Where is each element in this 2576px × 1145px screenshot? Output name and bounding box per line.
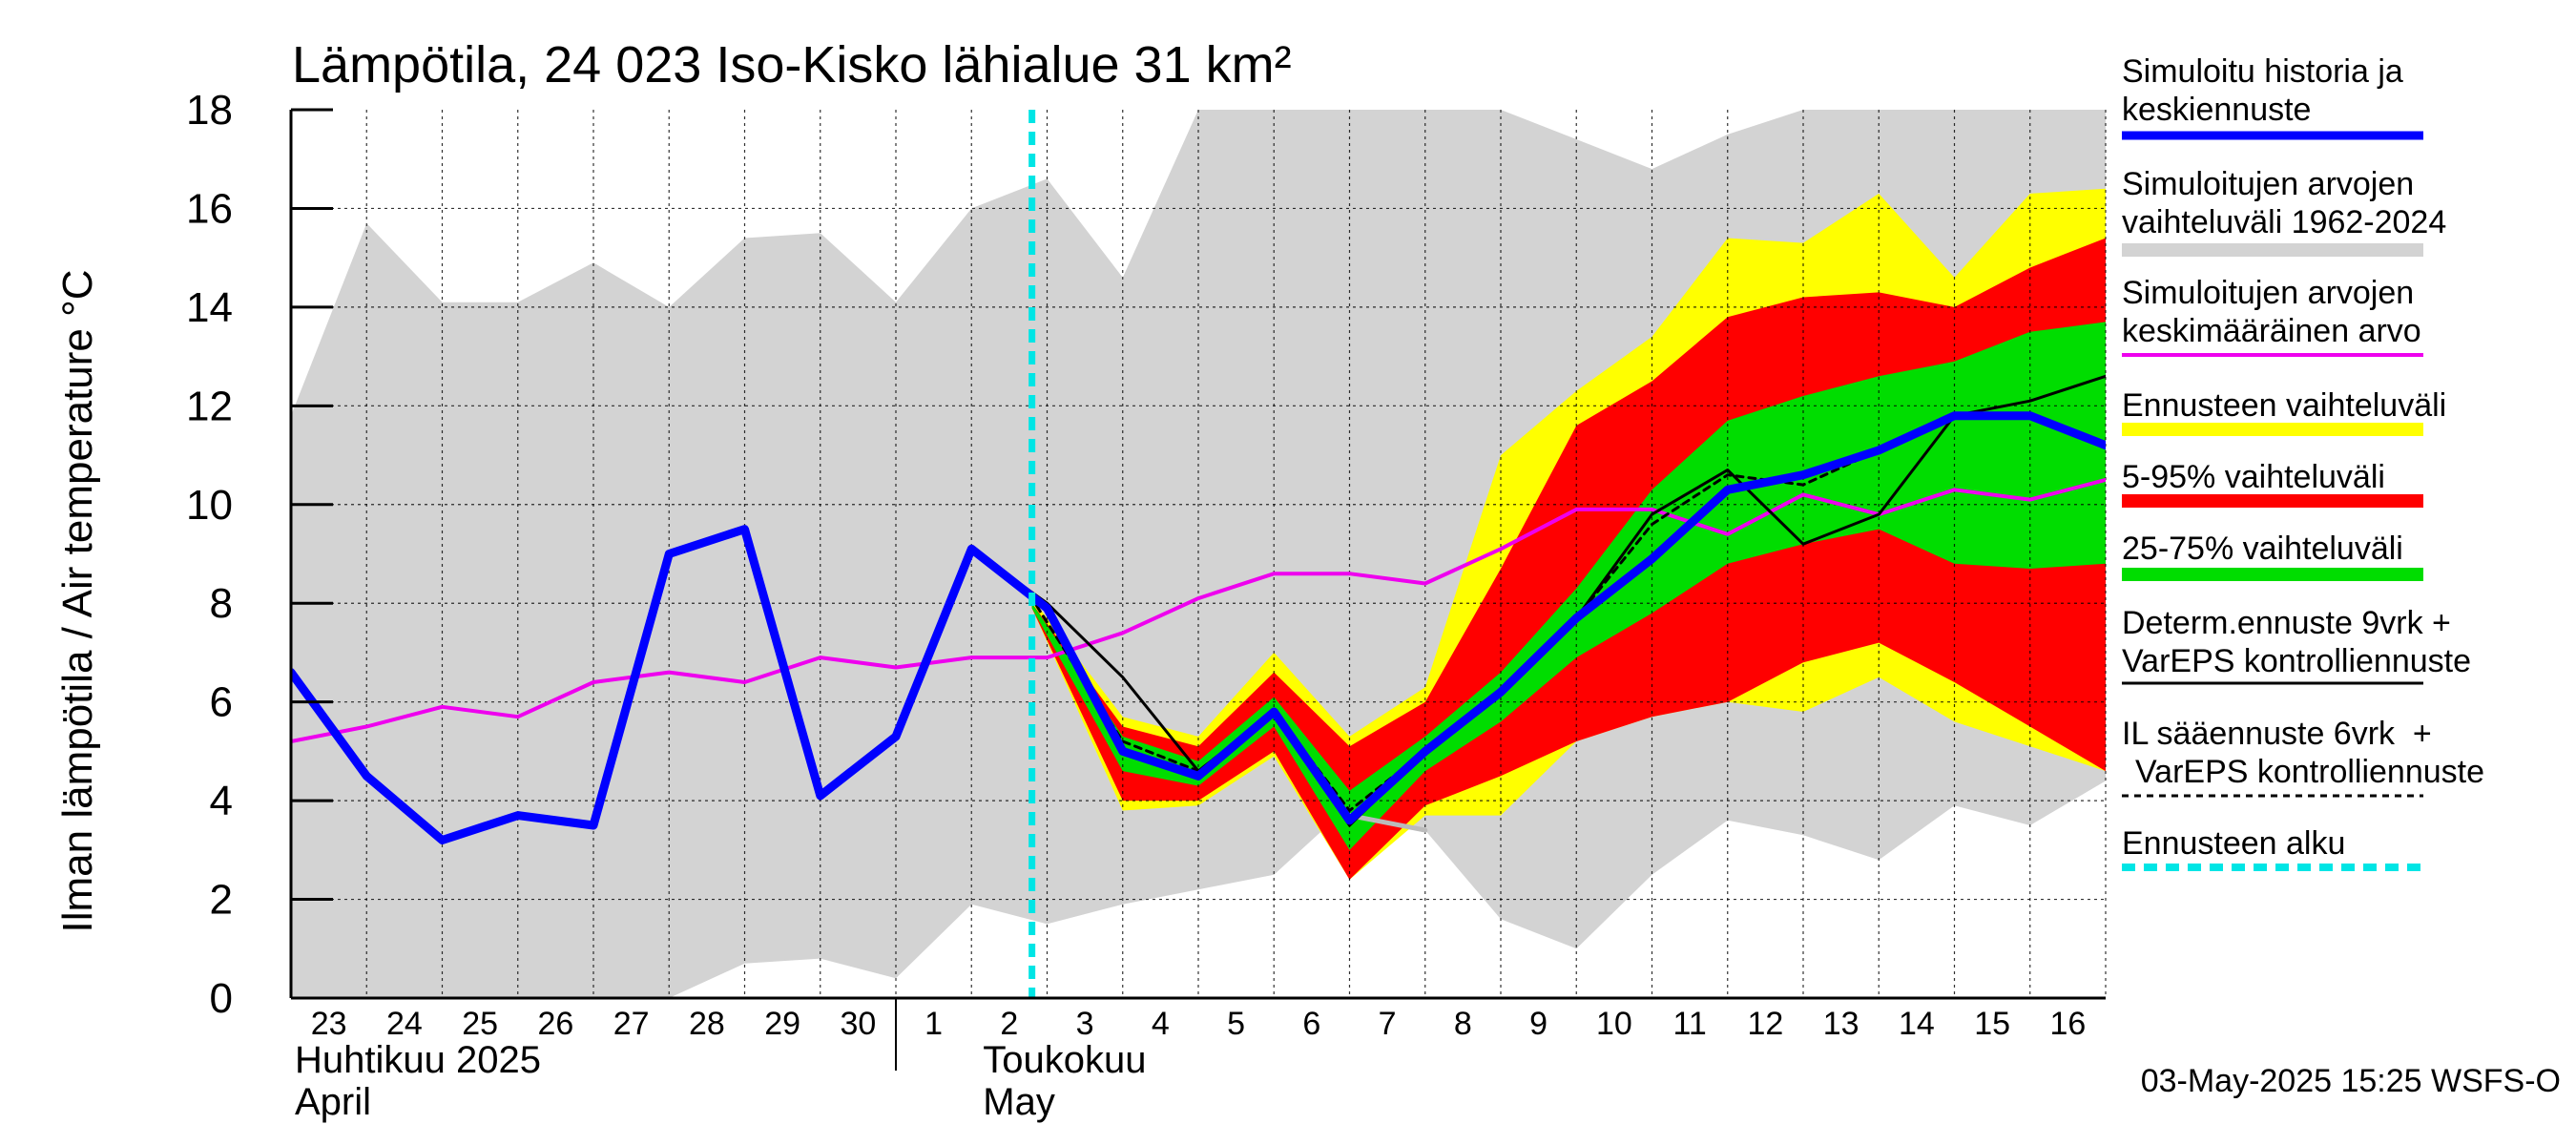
x-tick-label: 8	[1454, 1006, 1472, 1042]
legend-label: Simuloitujen arvojen vaihteluväli 1962-20…	[2122, 166, 2446, 240]
legend-label: Determ.ennuste 9vrk + VarEPS kontrollienn…	[2122, 605, 2471, 679]
y-tick-label: 4	[210, 778, 233, 824]
legend-label-line: Simuloitujen arvojen	[2122, 166, 2414, 202]
y-tick-label: 8	[210, 580, 233, 627]
y-tick-label: 10	[186, 482, 233, 529]
x-tick-label: 25	[462, 1006, 498, 1042]
x-tick-label: 29	[764, 1006, 800, 1042]
month-label-fi: Toukokuu	[983, 1039, 1146, 1081]
legend: Simuloitu historia ja keskiennusteSimuloi…	[2122, 53, 2484, 871]
series-sim_history	[291, 411, 2106, 844]
x-tick-label: 7	[1379, 1006, 1397, 1042]
series-mean	[291, 477, 2106, 743]
y-axis-label: Ilman lämpötila / Air temperature °C	[54, 270, 101, 933]
x-tick-label: 11	[1672, 1006, 1706, 1042]
month-label-fi: Huhtikuu 2025	[295, 1039, 541, 1081]
x-tick-label: 24	[386, 1006, 423, 1042]
legend-label-line: Simuloitujen arvojen	[2122, 275, 2414, 311]
x-tick-label: 6	[1302, 1006, 1320, 1042]
legend-label: Ennusteen vaihteluväli	[2122, 387, 2446, 424]
x-tick-label: 4	[1152, 1006, 1170, 1042]
y-tick-label: 12	[186, 383, 233, 429]
x-tick-label: 26	[537, 1006, 573, 1042]
x-tick-label: 16	[2049, 1006, 2086, 1042]
y-tick-label: 0	[210, 975, 233, 1022]
legend-label: Ennusteen alku	[2122, 825, 2345, 862]
legend-label-line: vaihteluväli 1962-2024	[2122, 204, 2446, 240]
x-tick-label: 2	[1000, 1006, 1018, 1042]
legend-label-line: VarEPS kontrolliennuste	[2122, 643, 2471, 679]
legend-label: IL sääennuste 6vrk + VarEPS kontrolliennu…	[2122, 716, 2484, 790]
y-tick-label: 18	[186, 87, 233, 134]
x-tick-label: 3	[1076, 1006, 1094, 1042]
x-tick-label: 27	[613, 1006, 650, 1042]
timestamp: 03-May-2025 15:25 WSFS-O	[2141, 1063, 2561, 1099]
x-tick-label: 28	[689, 1006, 725, 1042]
legend-label-line: Simuloitu historia ja	[2122, 53, 2403, 90]
y-tick-label: 14	[186, 284, 233, 331]
legend-label-line: keskimääräinen arvo	[2122, 313, 2421, 349]
band-p25_75	[1031, 322, 2106, 850]
x-tick-label: 13	[1823, 1006, 1859, 1042]
grid	[291, 110, 2107, 998]
series-lines	[291, 110, 2106, 998]
x-tick-label: 30	[840, 1006, 876, 1042]
month-label-en: May	[983, 1081, 1055, 1123]
y-tick-label: 6	[210, 679, 233, 726]
y-tick-label: 2	[210, 877, 233, 924]
legend-label-line: Determ.ennuste 9vrk +	[2122, 605, 2451, 641]
x-tick-label: 23	[311, 1006, 347, 1042]
x-tick-label: 12	[1747, 1006, 1783, 1042]
month-label-en: April	[295, 1081, 371, 1123]
x-tick-label: 9	[1529, 1006, 1548, 1042]
legend-label: 5-95% vaihteluväli	[2122, 459, 2385, 495]
x-tick-label: 1	[924, 1006, 943, 1042]
legend-label: Simuloitujen arvojen keskimääräinen arvo	[2122, 275, 2421, 349]
legend-label: 25-75% vaihteluväli	[2122, 531, 2403, 567]
x-tick-label: 14	[1899, 1006, 1935, 1042]
y-tick-label: 16	[186, 185, 233, 232]
x-tick-label: 10	[1596, 1006, 1632, 1042]
x-tick-label: 5	[1227, 1006, 1245, 1042]
series-control_grey	[1347, 813, 1428, 833]
legend-label: Simuloitu historia ja keskiennuste	[2122, 53, 2403, 128]
legend-label-line: IL sääennuste 6vrk +	[2122, 716, 2432, 752]
chart-title: Lämpötila, 24 023 Iso-Kisko lähialue 31 …	[292, 36, 1292, 94]
legend-label-line: VarEPS kontrolliennuste	[2135, 754, 2484, 790]
x-tick-label: 15	[1974, 1006, 2010, 1042]
legend-label-line: keskiennuste	[2122, 92, 2311, 128]
